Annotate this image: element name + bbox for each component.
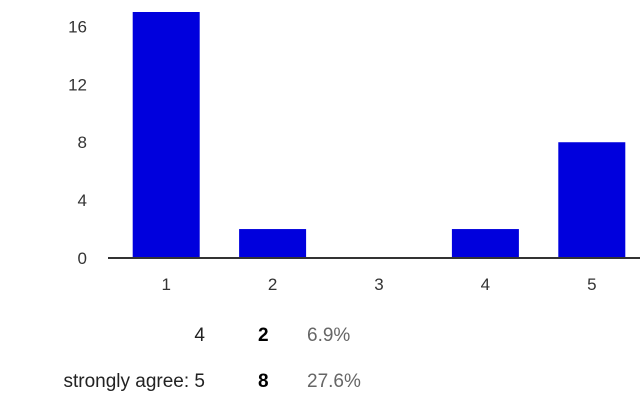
bar-2 [239, 229, 307, 258]
x-tick-label: 3 [374, 275, 383, 294]
summary-label: 4 [194, 325, 205, 346]
x-axis-ticks: 1 2 3 4 5 [161, 275, 596, 294]
bar-5 [558, 142, 626, 258]
summary-count: 8 [258, 371, 269, 392]
y-tick-label: 4 [78, 191, 87, 210]
y-axis-ticks: 0 4 8 12 16 [68, 17, 87, 268]
y-tick-label: 16 [68, 17, 87, 36]
summary-label: strongly agree: 5 [63, 371, 205, 392]
bar-1 [132, 12, 200, 258]
summary-percent: 27.6% [307, 371, 361, 392]
summary-row-5: strongly agree: 5 8 27.6% [0, 367, 640, 397]
bars [132, 12, 626, 258]
y-tick-label: 12 [68, 75, 87, 94]
summary-count: 2 [258, 325, 269, 346]
bar-4 [451, 229, 519, 258]
y-tick-label: 8 [78, 133, 87, 152]
summary-percent: 6.9% [307, 325, 351, 346]
x-tick-label: 5 [587, 275, 596, 294]
response-summary: 4 2 6.9% strongly agree: 5 8 27.6% [0, 318, 640, 397]
summary-row-4: 4 2 6.9% [0, 321, 640, 351]
x-tick-label: 1 [161, 275, 170, 294]
x-tick-label: 2 [268, 275, 277, 294]
x-tick-label: 4 [481, 275, 490, 294]
y-tick-label: 0 [78, 249, 87, 268]
